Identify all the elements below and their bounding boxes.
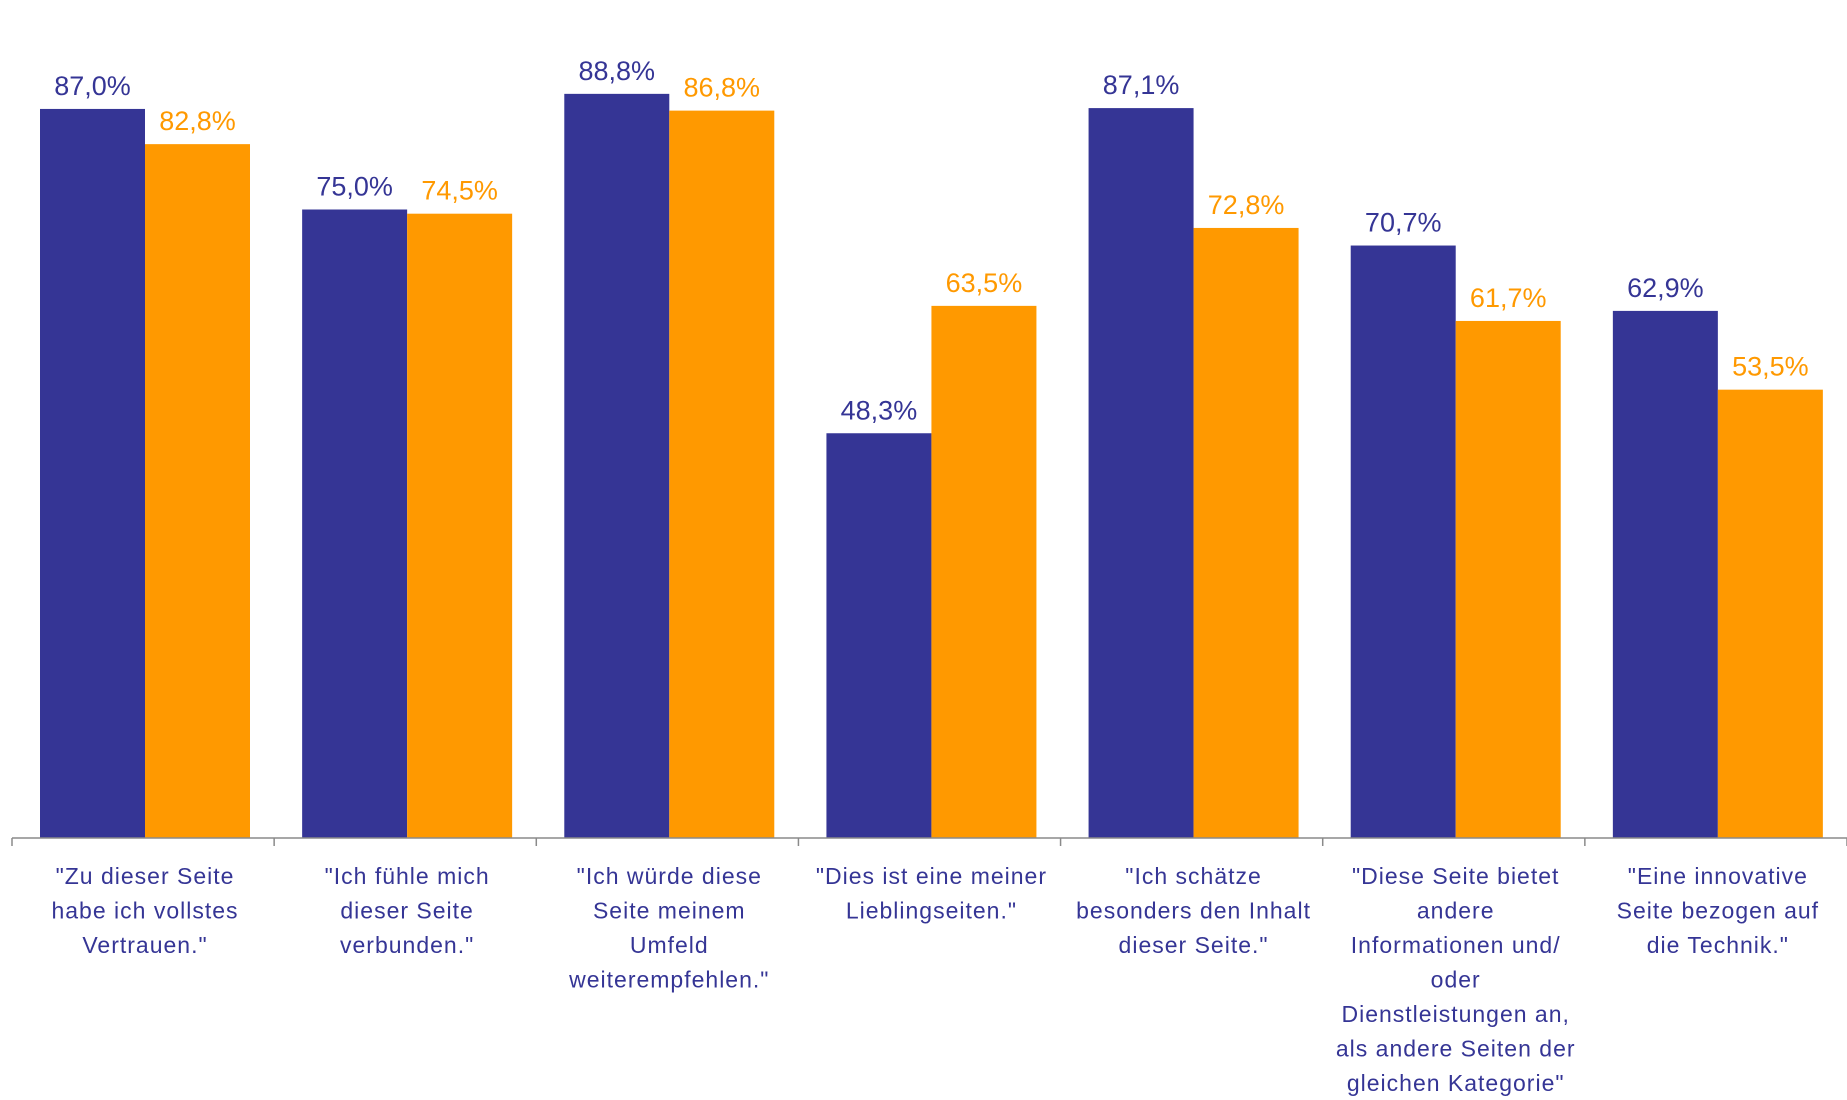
- category-label-6: "Diese Seite bietet andere Informationen u…: [1336, 863, 1576, 1096]
- value-labels-layer: 87,0% 75,0% 88,8% 48,3% 87,1% 70,7% 62,9% 82,8%…: [54, 56, 1808, 425]
- category-label-line: Seite meinem: [593, 898, 746, 924]
- category-label-line: Dienstleistungen an,: [1341, 1001, 1569, 1027]
- category-label-line: verbunden.": [340, 932, 474, 958]
- value-label-s1-c7: 62,9%: [1627, 273, 1704, 303]
- category-label-line: als andere Seiten der: [1336, 1036, 1576, 1062]
- category-label-line: weiterempfehlen.": [568, 967, 769, 993]
- value-label-s1-c5: 87,1%: [1103, 70, 1180, 100]
- category-label-line: Umfeld: [630, 932, 709, 958]
- value-label-s2-c7: 53,5%: [1732, 352, 1809, 382]
- category-label-line: "Zu dieser Seite: [56, 863, 235, 889]
- value-label-s2-c1: 82,8%: [159, 106, 236, 136]
- bar-s2-c7: [1717, 389, 1823, 838]
- value-label-s2-c6: 61,7%: [1470, 283, 1547, 313]
- category-labels-layer: "Zu dieser Seite habe ich vollstes Vertrau…: [51, 863, 1819, 1096]
- category-label-line: andere: [1417, 898, 1495, 924]
- value-label-s1-c4: 48,3%: [841, 395, 918, 425]
- category-label-line: "Ich schätze: [1125, 863, 1262, 889]
- value-label-s2-c5: 72,8%: [1208, 190, 1285, 220]
- value-label-s2-c2: 74,5%: [421, 176, 498, 206]
- bars-layer: [40, 93, 1823, 839]
- category-label-line: Vertrauen.": [82, 932, 207, 958]
- value-label-s2-c3: 86,8%: [684, 73, 761, 103]
- category-label-3: "Ich würde diese Seite meinem Umfeld weiter…: [568, 863, 769, 993]
- bar-s2-c1: [145, 144, 250, 838]
- bar-s1-c4: [826, 433, 932, 838]
- bar-s1-c1: [40, 108, 145, 838]
- bar-s2-c2: [407, 213, 513, 838]
- x-axis: [11, 837, 1847, 846]
- bar-s1-c2: [302, 209, 408, 838]
- category-label-5: "Ich schätze besonders den Inhalt dieser S…: [1076, 863, 1311, 958]
- category-label-line: gleichen Kategorie": [1347, 1070, 1565, 1096]
- bar-s1-c5: [1088, 108, 1194, 839]
- bar-s1-c6: [1350, 245, 1456, 838]
- value-label-s1-c3: 88,8%: [579, 56, 656, 86]
- category-label-line: dieser Seite: [340, 898, 473, 924]
- category-label-7: "Eine innovative Seite bezogen auf die Tec…: [1617, 863, 1819, 958]
- category-label-line: habe ich vollstes: [51, 898, 238, 924]
- category-label-line: dieser Seite.": [1119, 932, 1269, 958]
- value-label-s1-c6: 70,7%: [1365, 208, 1442, 238]
- value-label-s1-c2: 75,0%: [316, 172, 393, 202]
- bar-s2-c5: [1193, 227, 1299, 838]
- bar-s2-c4: [931, 305, 1037, 838]
- category-label-line: "Dies ist eine meiner: [816, 863, 1047, 889]
- category-label-line: oder: [1431, 967, 1481, 993]
- category-label-4: "Dies ist eine meiner Lieblingseiten.": [816, 863, 1047, 924]
- bar-s1-c7: [1612, 310, 1718, 838]
- category-label-line: besonders den Inhalt: [1076, 898, 1311, 924]
- category-label-line: Informationen und/: [1351, 932, 1561, 958]
- category-label-2: "Ich fühle mich dieser Seite verbunden.": [325, 863, 490, 958]
- category-label-line: "Ich würde diese: [577, 863, 762, 889]
- bar-s1-c3: [564, 93, 670, 839]
- category-label-1: "Zu dieser Seite habe ich vollstes Vertrau…: [51, 863, 238, 958]
- category-label-line: die Technik.": [1647, 932, 1789, 958]
- bar-s2-c6: [1455, 320, 1561, 838]
- category-label-line: Seite bezogen auf: [1617, 898, 1819, 924]
- category-label-line: "Ich fühle mich: [325, 863, 490, 889]
- category-label-line: Lieblingseiten.": [846, 898, 1017, 924]
- bar-s2-c3: [669, 110, 775, 839]
- value-label-s1-c1: 87,0%: [54, 71, 131, 101]
- category-label-line: "Diese Seite bietet: [1352, 863, 1559, 889]
- value-label-s2-c4: 63,5%: [946, 268, 1023, 298]
- category-label-line: "Eine innovative: [1628, 863, 1808, 889]
